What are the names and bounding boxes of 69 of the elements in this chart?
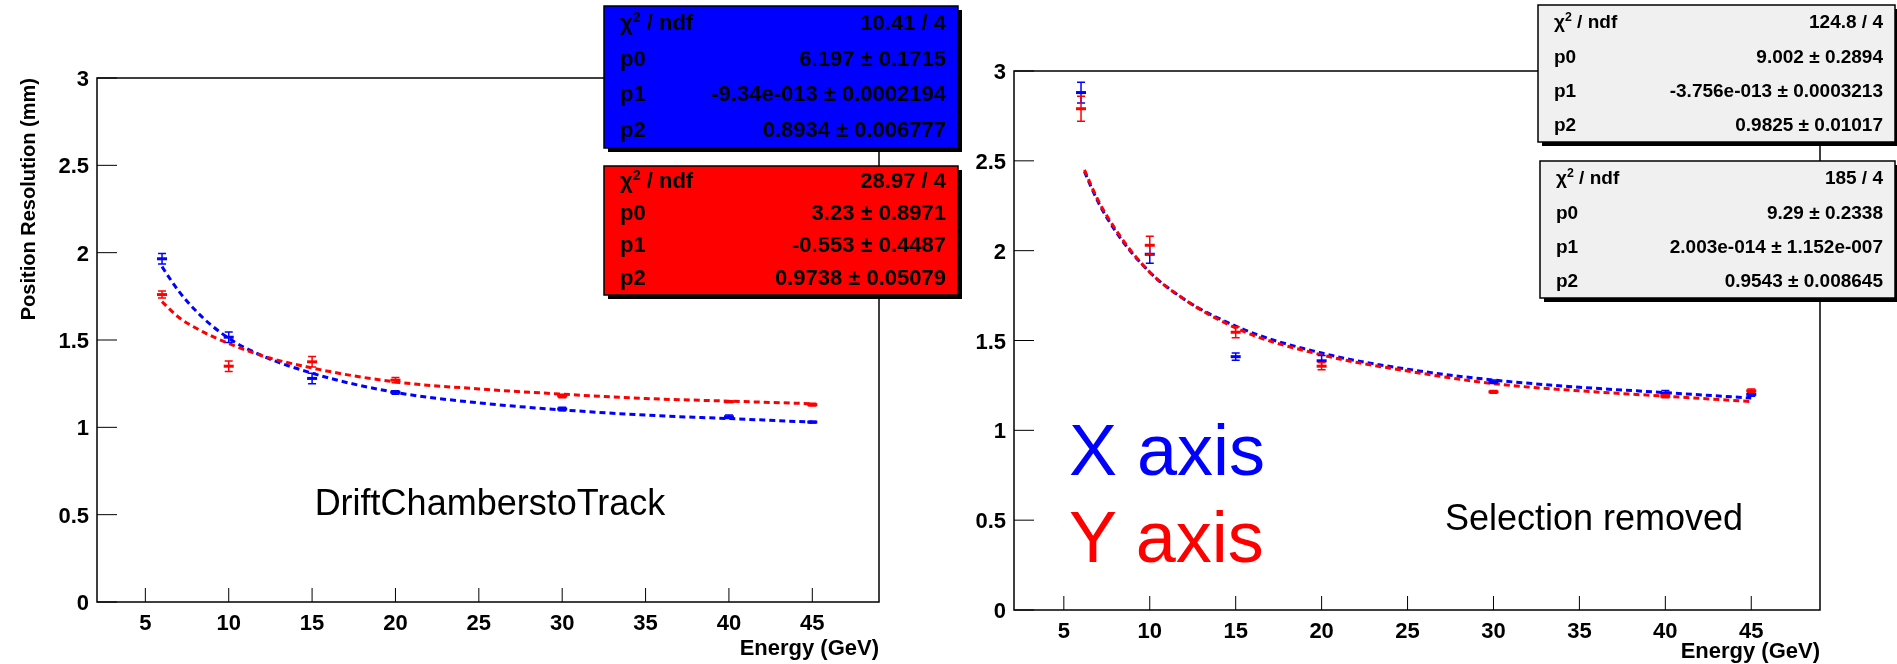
annotation: 0.9738 ± 0.05079 [774,264,946,290]
x-tick-label: 25 [466,610,492,635]
annotation: -9.34e-013 ± 0.0002194 [711,81,947,107]
x-tick-label: 20 [383,610,408,635]
y-tick-label: 2.5 [58,153,89,179]
text: 9.002 ± 0.2894 [1756,45,1883,67]
annotation: 0.8934 ± 0.006777 [762,116,946,142]
y-axis-title: Position Resolution (mm) [17,78,39,321]
annotation: -3.756e-013 ± 0.0003213 [1669,79,1883,101]
x-tick-label: 35 [1567,618,1592,643]
x-tick-label: 5 [1057,618,1070,643]
y-tick-label: 0 [993,598,1006,623]
x-tick-label: 20 [1309,618,1334,643]
annotation: 9.29 ± 0.2338 [1766,201,1883,223]
y-tick-label: 0.5 [58,502,89,528]
text: 10.41 / 4 [860,10,946,36]
x-tick-label: 25 [1395,618,1420,643]
text: χ$^{2}$ / ndf [1554,10,1618,33]
annotation: p2 [620,116,646,142]
annotation: p2 [620,264,646,290]
y-tick-label: 3 [76,66,89,91]
x-tick-label: 35 [633,610,658,635]
annotation: -0.553 ± 0.4487 [792,232,946,258]
x-tick-label: 30 [549,610,575,635]
text: p0 [620,45,646,71]
y-tick-label: 1 [993,418,1006,444]
annotation: p1 [620,232,646,258]
annotation: p1 [1554,79,1577,101]
x-tick-label: 15 [1223,618,1248,643]
y-tick-label: 1 [76,415,89,441]
x-tick-label: 10 [1137,618,1163,643]
annotation: DriftChamberstoTrack [314,482,667,523]
annotation: p1 [1556,235,1579,257]
annotation: p0 [620,200,646,226]
y-tick-label: 3 [993,59,1006,84]
y-tick-label: 2 [76,240,89,266]
annotation: 3.23 ± 0.8971 [811,200,946,226]
y-tick-label: 0 [76,590,89,615]
text: 124.8 / 4 [1809,11,1883,33]
annotation: 0.9825 ± 0.01017 [1735,114,1883,136]
annotation: 28.97 / 4 [860,167,947,193]
annotation: 2.003e-014 ± 1.152e-007 [1669,235,1883,257]
annotation: 0.9543 ± 0.008645 [1724,270,1884,292]
x-tick-label: 40 [1653,618,1678,643]
y-tick-label: 2 [993,238,1006,264]
annotation: p2 [1556,270,1579,292]
annotation: p1 [620,81,646,107]
series-label: X axis [1069,410,1266,490]
text: 6.197 ± 0.1715 [799,45,946,71]
text: p0 [1554,45,1577,67]
annotation: χ$^{2}$ / ndf [1556,166,1620,189]
annotation: Selection removed [1444,497,1744,538]
x-tick-label: 10 [216,610,241,635]
x-axis-title: Energy (GeV) [739,635,879,660]
annotation: χ$^{2}$ / ndf [620,166,694,193]
x-tick-label: 40 [716,610,742,635]
annotation: p2 [1554,114,1577,136]
text: χ$^{2}$ / ndf [620,9,694,36]
x-tick-label: 30 [1481,618,1506,643]
annotation: p0 [1556,201,1579,223]
series-label: Y axis [1069,497,1264,577]
text: 185 / 4 [1824,167,1883,189]
y-tick-label: 1.5 [975,328,1006,354]
y-tick-label: 0.5 [975,508,1006,534]
x-tick-label: 15 [299,610,325,635]
y-tick-label: 2.5 [975,148,1006,174]
x-tick-label: 5 [139,610,152,635]
x-tick-label: 45 [800,610,825,635]
y-tick-label: 1.5 [58,328,89,353]
